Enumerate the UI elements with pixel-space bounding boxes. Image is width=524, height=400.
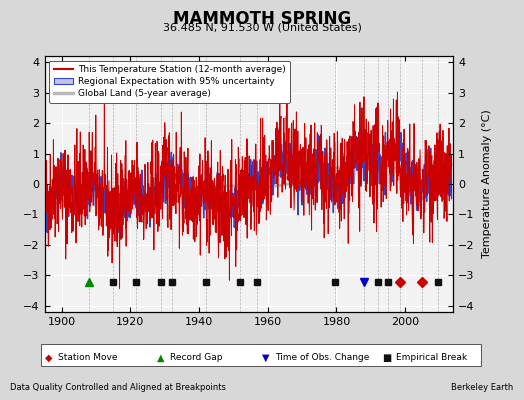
Text: Station Move: Station Move [58, 354, 117, 362]
Text: ▼: ▼ [262, 353, 269, 363]
Text: Time of Obs. Change: Time of Obs. Change [275, 354, 369, 362]
Text: ▲: ▲ [157, 353, 165, 363]
Text: Time of Obs. Change: Time of Obs. Change [275, 354, 369, 362]
Y-axis label: Temperature Anomaly (°C): Temperature Anomaly (°C) [482, 110, 492, 258]
Text: ◆: ◆ [45, 353, 52, 363]
Legend: This Temperature Station (12-month average), Regional Expectation with 95% uncer: This Temperature Station (12-month avera… [49, 60, 290, 103]
Text: Record Gap: Record Gap [170, 354, 223, 362]
Text: Record Gap: Record Gap [170, 354, 223, 362]
Text: Empirical Break: Empirical Break [396, 354, 467, 362]
Text: 36.485 N, 91.530 W (United States): 36.485 N, 91.530 W (United States) [162, 22, 362, 32]
Text: Empirical Break: Empirical Break [396, 354, 467, 362]
Text: ■: ■ [383, 353, 392, 363]
Text: MAMMOTH SPRING: MAMMOTH SPRING [173, 10, 351, 28]
Text: ▲: ▲ [157, 353, 165, 363]
Text: ▼: ▼ [262, 353, 269, 363]
Text: ◆: ◆ [45, 353, 52, 363]
Text: ■: ■ [383, 353, 392, 363]
Text: Data Quality Controlled and Aligned at Breakpoints: Data Quality Controlled and Aligned at B… [10, 383, 226, 392]
Text: Station Move: Station Move [58, 354, 117, 362]
Text: Berkeley Earth: Berkeley Earth [451, 383, 514, 392]
